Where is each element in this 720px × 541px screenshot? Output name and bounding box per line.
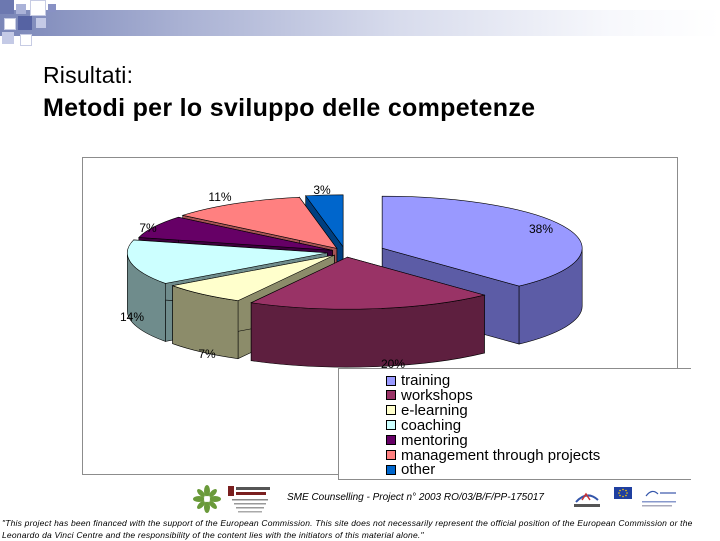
eu-flag-icon [614,487,632,499]
chart-legend [338,368,691,480]
legend-label: management through projects [401,446,601,464]
slide-title-line1: Risultati: [43,62,134,88]
legend-item-workshops: workshops [386,388,473,403]
data-label-training: 38% [529,222,553,236]
project-reference: SME Counselling - Project n° 2003 RO/03/… [287,492,544,503]
data-label-mentoring: 7% [139,221,157,235]
legend-label: other [401,461,436,479]
legend-label: workshops [401,386,473,404]
legend-label: mentoring [401,431,468,449]
legend-swatch [386,405,396,416]
partner-logo-icon [228,486,270,513]
slide-title-line2: Metodi per lo sviluppo delle competenze [43,94,536,122]
legend-swatch [386,390,396,401]
legend-swatch [386,420,396,431]
leonardo-programme-logo-icon [574,492,600,507]
legend-item-training: training [386,373,450,388]
data-label-coaching: 14% [120,310,144,324]
legend-swatch [386,435,396,446]
disclaimer-text: "This project has been financed with the… [2,518,693,540]
legend-item-e-learning: e-learning [386,403,468,418]
legend-item-coaching: coaching [386,418,461,433]
data-label-other: 3% [313,183,331,197]
legend-swatch [386,450,396,460]
legend-label: coaching [401,416,462,434]
legend-swatch [386,375,396,386]
pie-slice-workshops [250,256,486,368]
data-label-workshops: 20% [381,357,405,371]
header-gradient-bar [0,10,720,36]
legend-label: e-learning [401,401,468,419]
legend-item-other: other [386,462,435,477]
sme-logo-icon [193,485,221,513]
data-label-management-through-projects: 11% [208,190,231,204]
legend-label: training [401,372,451,389]
legend-swatch [386,464,396,475]
legend-item-management-through-projects: management through projects [386,448,600,463]
legend-item-mentoring: mentoring [386,433,468,448]
leonardo-da-vinci-logo-icon [642,490,676,507]
data-label-e-learning: 7% [198,347,216,361]
